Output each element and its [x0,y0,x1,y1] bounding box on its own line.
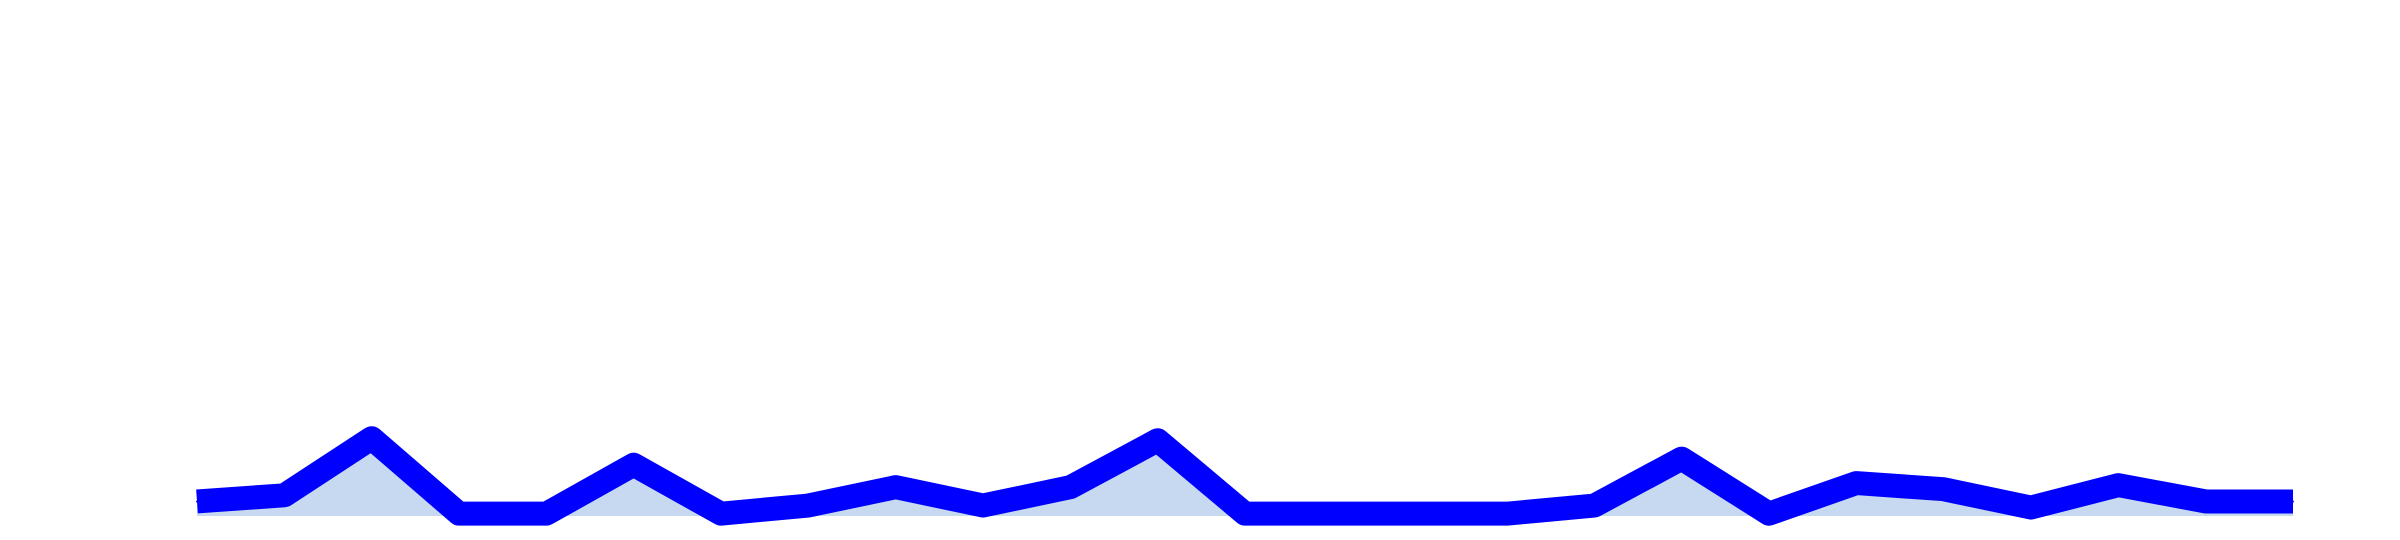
data-point [545,512,548,515]
data-point [632,463,635,466]
data-point [2292,500,2294,503]
data-point [196,500,198,503]
data-point [1768,512,1770,515]
data-point [283,494,286,497]
data-point [720,512,722,515]
data-point [1156,439,1159,442]
data-point [1069,486,1072,489]
data-point [1506,512,1508,515]
data-point [2204,500,2207,503]
series-line-layer [196,426,2294,526]
data-point [894,486,897,489]
data-point [1244,512,1246,515]
series-line [196,426,2293,526]
data-point [1418,512,1421,515]
data-point [2030,506,2032,509]
data-point [807,504,810,507]
data-point [458,512,460,515]
data-point [1942,488,1945,491]
data-point [1680,457,1683,460]
data-point [2117,484,2120,487]
data-point [370,437,373,440]
data-point [1331,512,1334,515]
data-point [1593,504,1596,507]
data-point [982,504,984,507]
data-point [1855,482,1858,485]
